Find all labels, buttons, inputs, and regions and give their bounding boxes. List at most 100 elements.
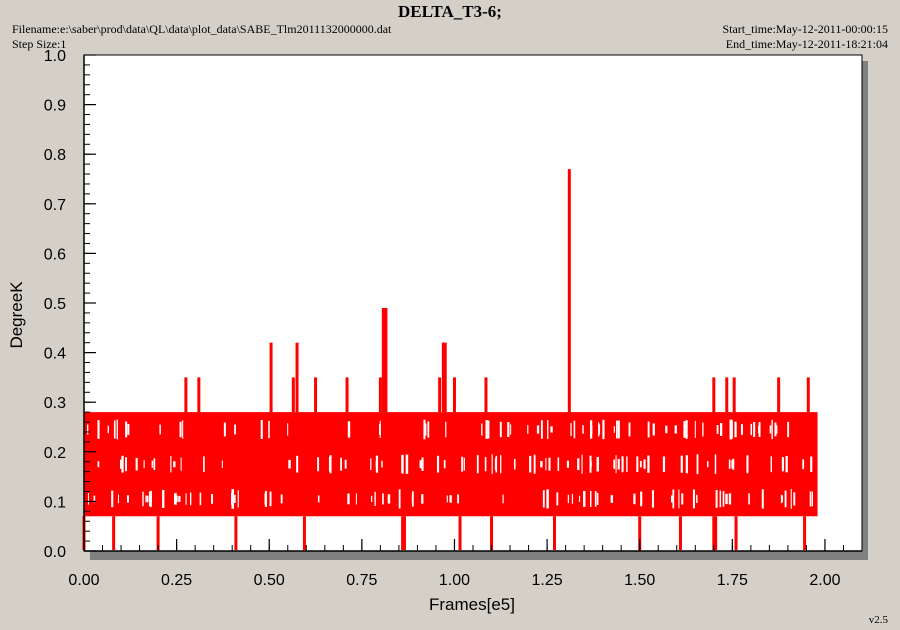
noise-gap [746, 455, 749, 474]
noise-gap [125, 457, 127, 472]
x-tick-label: 2.00 [809, 572, 840, 589]
noise-gap [640, 491, 643, 507]
noise-gap [481, 423, 483, 436]
noise-gap [211, 494, 214, 504]
noise-gap [729, 419, 732, 440]
noise-gap [696, 454, 699, 475]
x-tick-label: 0.00 [68, 572, 99, 589]
noise-gap [189, 492, 192, 506]
noise-gap [329, 455, 332, 474]
noise-gap [423, 419, 426, 440]
noise-gap [598, 424, 601, 435]
noise-gap [758, 421, 761, 437]
noise-gap [170, 455, 172, 473]
noise-gap [683, 421, 686, 438]
noise-gap [424, 423, 427, 436]
noise-gap [571, 494, 574, 504]
noise-gap [615, 455, 617, 474]
noise-gap [231, 492, 233, 506]
noise-gap [370, 495, 373, 502]
noise-gap [547, 420, 549, 439]
noise-gap [347, 493, 350, 505]
noise-gap [567, 494, 570, 504]
noise-gap [671, 495, 674, 503]
noise-gap [809, 491, 812, 507]
noise-gap [542, 490, 545, 508]
noise-gap [264, 493, 267, 505]
noise-gap [142, 491, 144, 507]
noise-gap [175, 495, 178, 503]
noise-gap [461, 456, 463, 472]
noise-gap [484, 457, 487, 472]
noise-gap [203, 456, 205, 473]
noise-gap [753, 422, 756, 437]
noise-gap [672, 489, 675, 509]
version-label: v2.5 [868, 614, 888, 626]
noise-gap [159, 424, 161, 435]
noise-gap [784, 490, 787, 508]
step-size-label: Step Size:1 [12, 37, 67, 51]
y-tick-label: 0.7 [44, 197, 66, 214]
noise-texture [87, 419, 813, 509]
noise-gap [513, 458, 516, 470]
noise-gap [734, 421, 737, 438]
start-time-label: Start_time:May-12-2011-00:00:15 [722, 22, 888, 36]
x-tick-label: 1.75 [717, 572, 748, 589]
noise-gap [810, 456, 813, 472]
noise-gap [374, 491, 376, 507]
noise-gap [296, 455, 299, 473]
noise-gap [379, 423, 381, 436]
noise-gap [445, 421, 447, 438]
noise-gap [647, 455, 650, 473]
noise-gap [146, 495, 149, 503]
noise-gap [344, 459, 347, 469]
noise-gap [651, 490, 654, 508]
noise-gap [446, 495, 448, 503]
noise-gap [317, 495, 320, 503]
noise-gap [774, 422, 777, 437]
noise-gap [500, 454, 502, 474]
y-tick-label: 1.0 [44, 48, 66, 65]
y-tick-label: 0.2 [44, 445, 66, 462]
noise-gap [87, 493, 89, 505]
noise-gap [570, 422, 572, 437]
noise-gap [421, 457, 424, 471]
noise-gap [502, 494, 504, 504]
noise-gap [495, 455, 498, 473]
noise-gap [548, 457, 551, 471]
noise-gap [598, 422, 600, 437]
noise-gap [617, 458, 620, 470]
noise-gap [151, 460, 154, 468]
noise-gap [680, 455, 683, 473]
noise-gap [185, 493, 187, 505]
noise-gap [116, 419, 118, 440]
noise-gap [728, 459, 731, 469]
y-tick-label: 0.8 [44, 147, 66, 164]
noise-gap [802, 459, 805, 470]
noise-gap [476, 455, 479, 474]
noise-gap [781, 495, 784, 503]
noise-gap [179, 421, 182, 438]
noise-gap [288, 459, 291, 469]
noise-gap [692, 489, 695, 509]
y-tick-label: 0.1 [44, 494, 66, 511]
noise-gap [533, 454, 536, 474]
noise-gap [180, 457, 182, 471]
noise-gap [781, 457, 785, 472]
end-time-label: End_time:May-12-2011-18:21:04 [725, 37, 888, 51]
noise-gap [421, 494, 424, 504]
noise-gap [719, 490, 722, 508]
noise-gap [120, 459, 122, 469]
noise-gap [546, 489, 549, 509]
noise-gap [510, 424, 512, 435]
noise-gap [748, 493, 750, 505]
noise-gap [401, 454, 404, 474]
x-tick-label: 1.25 [532, 572, 563, 589]
noise-gap [685, 455, 688, 474]
noise-gap [702, 422, 704, 437]
noise-gap [662, 456, 666, 472]
noise-gap [633, 493, 636, 505]
noise-gap [722, 491, 725, 507]
noise-gap [268, 420, 270, 439]
noise-gap [135, 457, 138, 471]
